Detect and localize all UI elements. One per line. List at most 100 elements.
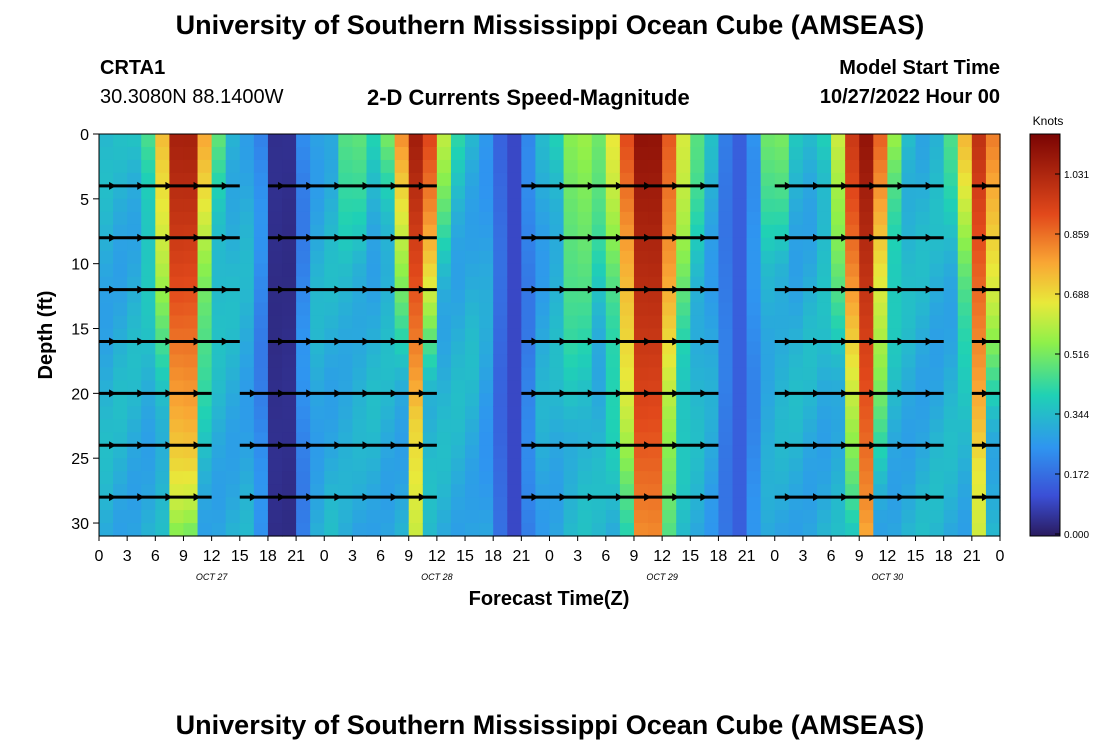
x-tick-label: 6	[827, 548, 836, 565]
vector-arrowhead	[306, 233, 314, 242]
heatmap-cell	[225, 341, 241, 356]
heatmap-cell	[422, 198, 438, 213]
heatmap-cell	[338, 198, 354, 213]
heatmap-cell	[619, 276, 635, 291]
heatmap-cell	[591, 367, 607, 381]
heatmap-cell	[859, 159, 874, 174]
heatmap-cell	[915, 406, 931, 420]
heatmap-cell	[957, 458, 973, 472]
heatmap-cell	[197, 146, 213, 161]
heatmap-cell	[732, 315, 748, 330]
heatmap-cell	[155, 523, 170, 537]
heatmap-cell	[296, 419, 311, 433]
heatmap-cell	[648, 289, 663, 304]
heatmap-cell	[704, 159, 720, 174]
heatmap-cell	[802, 367, 818, 381]
vector-arrowhead	[334, 233, 342, 242]
heatmap-cell	[704, 146, 720, 161]
heatmap-cell	[253, 185, 269, 200]
heatmap-cell	[662, 302, 677, 317]
vector-arrowhead	[278, 285, 286, 294]
heatmap-cell	[957, 419, 973, 433]
heatmap-cell	[985, 406, 1001, 420]
heatmap-cell	[408, 471, 424, 485]
heatmap-cell	[831, 367, 846, 381]
vector-arrowhead	[362, 493, 370, 502]
heatmap-cell	[704, 172, 720, 187]
heatmap-cell	[239, 367, 255, 381]
heatmap-cell	[676, 432, 691, 446]
heatmap-cell	[324, 458, 339, 472]
heatmap-cell	[141, 134, 156, 148]
heatmap-cell	[282, 172, 297, 187]
heatmap-cell	[802, 406, 818, 420]
heatmap-cell	[845, 445, 860, 459]
heatmap-cell	[436, 341, 452, 356]
heatmap-cell	[197, 302, 213, 317]
heatmap-cell	[267, 302, 283, 317]
heatmap-cell	[563, 497, 579, 511]
heatmap-cell	[113, 341, 128, 356]
heatmap-cell	[183, 134, 199, 148]
heatmap-cell	[746, 211, 762, 226]
heatmap-cell	[943, 497, 959, 511]
heatmap-cell	[479, 380, 494, 394]
heatmap-cell	[648, 510, 663, 524]
heatmap-cell	[690, 263, 705, 278]
heatmap-cell	[282, 380, 297, 394]
heatmap-cell	[324, 471, 339, 485]
heatmap-cell	[267, 159, 283, 174]
date-label: OCT 28	[421, 572, 453, 582]
heatmap-cell	[873, 302, 888, 317]
heatmap-cell	[422, 354, 438, 369]
heatmap-cell	[873, 484, 888, 498]
heatmap-cell	[591, 289, 607, 304]
heatmap-cell	[549, 419, 565, 433]
heatmap-cell	[394, 406, 410, 420]
heatmap-cell	[479, 289, 494, 304]
heatmap-cell	[943, 146, 959, 161]
heatmap-cell	[690, 367, 705, 381]
heatmap-cell	[915, 315, 931, 330]
heatmap-cell	[929, 523, 945, 537]
heatmap-cell	[563, 146, 579, 161]
heatmap-cell	[282, 250, 297, 265]
heatmap-cell	[493, 367, 508, 381]
heatmap-cell	[563, 250, 579, 265]
vector-arrowhead	[221, 337, 229, 346]
heatmap-cell	[591, 419, 607, 433]
heatmap-cell	[465, 185, 480, 200]
vector-arrowhead	[869, 285, 877, 294]
heatmap-cell	[971, 146, 987, 161]
heatmap-cell	[366, 146, 382, 161]
heatmap-cell	[310, 406, 325, 420]
heatmap-cell	[141, 523, 156, 537]
heatmap-cell	[859, 510, 874, 524]
colorbar-tick-label: 0.688	[1064, 290, 1089, 301]
heatmap-cell	[760, 445, 776, 459]
heatmap-cell	[816, 328, 832, 343]
heatmap-cell	[816, 172, 832, 187]
heatmap-cell	[465, 510, 480, 524]
heatmap-cell	[422, 185, 438, 200]
heatmap-cell	[211, 406, 227, 420]
heatmap-cell	[493, 224, 508, 239]
heatmap-cell	[887, 159, 903, 174]
heatmap-cell	[267, 146, 283, 161]
colorbar-tick-label: 0.344	[1064, 410, 1089, 421]
heatmap-cell	[296, 523, 311, 537]
heatmap-cell	[648, 185, 663, 200]
heatmap-cell	[915, 159, 931, 174]
heatmap-cell	[225, 471, 241, 485]
heatmap-cell	[746, 134, 762, 148]
heatmap-cell	[549, 302, 565, 317]
heatmap-cell	[873, 315, 888, 330]
vector-arrowhead	[812, 285, 820, 294]
heatmap-cell	[816, 523, 832, 537]
heatmap-cell	[155, 250, 170, 265]
heatmap-cell	[676, 211, 691, 226]
vector-arrowhead	[812, 181, 820, 190]
heatmap-cell	[816, 250, 832, 265]
heatmap-cell	[366, 328, 382, 343]
heatmap-cell	[985, 224, 1001, 239]
